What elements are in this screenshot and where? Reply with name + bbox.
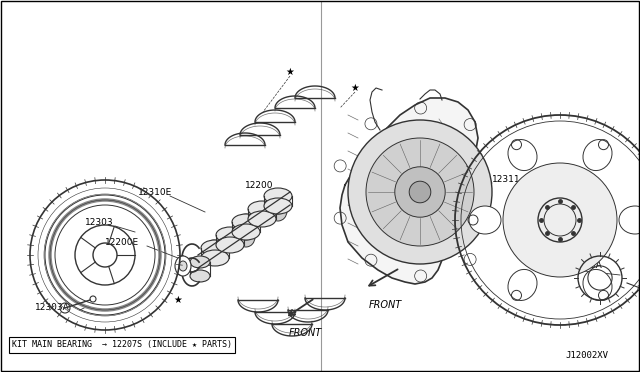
Text: KIT MAIN BEARING  → 12207S (INCLUDE ★ PARTS): KIT MAIN BEARING → 12207S (INCLUDE ★ PAR…: [12, 340, 232, 350]
Text: 12303: 12303: [85, 218, 114, 227]
Text: ★: ★: [351, 83, 360, 93]
Ellipse shape: [508, 140, 537, 171]
Text: 12200: 12200: [245, 181, 273, 190]
Ellipse shape: [201, 240, 229, 256]
Ellipse shape: [619, 206, 640, 234]
Text: 12333: 12333: [530, 228, 559, 237]
Text: 12310A: 12310A: [568, 261, 603, 270]
Ellipse shape: [273, 208, 283, 214]
Ellipse shape: [179, 261, 187, 271]
Ellipse shape: [237, 227, 255, 247]
Ellipse shape: [209, 247, 219, 253]
Text: ★: ★: [173, 295, 182, 305]
Ellipse shape: [216, 237, 244, 253]
Circle shape: [409, 181, 431, 203]
Ellipse shape: [583, 269, 612, 301]
Ellipse shape: [205, 240, 223, 260]
Ellipse shape: [190, 256, 210, 268]
Circle shape: [366, 138, 474, 246]
Circle shape: [503, 163, 617, 277]
Ellipse shape: [241, 234, 251, 240]
Ellipse shape: [241, 221, 251, 227]
Text: ★: ★: [285, 67, 294, 77]
Circle shape: [395, 167, 445, 217]
Text: J12002XV: J12002XV: [565, 350, 608, 359]
Ellipse shape: [232, 214, 260, 230]
Ellipse shape: [508, 269, 537, 301]
Ellipse shape: [264, 188, 292, 204]
Text: 12200E: 12200E: [105, 238, 139, 247]
Circle shape: [348, 120, 492, 264]
Text: 12303A: 12303A: [35, 303, 70, 312]
Ellipse shape: [638, 286, 640, 292]
Polygon shape: [340, 98, 478, 284]
Ellipse shape: [216, 227, 244, 243]
Text: 12310E: 12310E: [138, 188, 172, 197]
Ellipse shape: [201, 250, 229, 266]
Ellipse shape: [269, 201, 287, 221]
Ellipse shape: [583, 140, 612, 171]
Text: FRONT: FRONT: [369, 300, 402, 310]
Ellipse shape: [264, 198, 292, 214]
Ellipse shape: [190, 270, 210, 282]
Ellipse shape: [175, 256, 191, 276]
Ellipse shape: [248, 211, 276, 227]
Ellipse shape: [237, 214, 255, 234]
Ellipse shape: [232, 224, 260, 240]
Text: FRONT: FRONT: [289, 328, 322, 338]
Ellipse shape: [248, 201, 276, 217]
Text: 12311: 12311: [492, 175, 520, 184]
Ellipse shape: [469, 206, 501, 234]
